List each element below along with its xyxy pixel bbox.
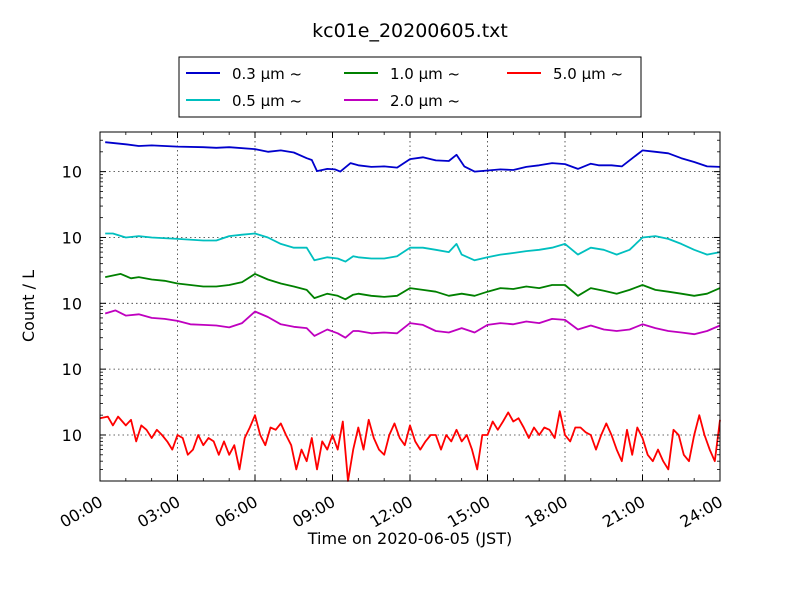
x-tick-label: 09:00: [289, 492, 338, 532]
y-tick-label: 10: [62, 360, 82, 379]
chart-title: kc01e_20200605.txt: [312, 20, 508, 42]
legend: 0.3 μm ~ 0.5 μm ~ 1.0 μm ~ 2.0 μm ~ 5.0 μm ~: [178, 56, 642, 118]
x-tick-label: 03:00: [134, 492, 183, 532]
y-tick-label: 10: [62, 426, 82, 445]
x-axis-label: Time on 2020-06-05 (JST): [307, 529, 512, 548]
x-tick-label: 21:00: [599, 492, 648, 532]
x-tick-label: 06:00: [212, 492, 261, 532]
x-tick-label: 24:00: [677, 492, 726, 532]
y-tick-base: 10: [62, 360, 82, 379]
legend-box: [178, 56, 642, 118]
y-axis-tick-labels: 101102103104105: [62, 163, 82, 445]
x-tick-label: 12:00: [367, 492, 416, 532]
y-axis-label: Count / L: [19, 270, 38, 342]
legend-label: 2.0 μm ~: [390, 92, 460, 110]
axis-ticks: [99, 131, 721, 482]
series-line-2: [105, 232, 721, 263]
y-tick-base: 10: [62, 163, 82, 182]
x-tick-label: 18:00: [522, 492, 571, 532]
legend-label: 5.0 μm ~: [553, 65, 623, 83]
y-tick-label: 10: [62, 228, 82, 247]
legend-label: 0.3 μm ~: [232, 65, 302, 83]
y-tick-label: 10: [62, 294, 82, 313]
series-line-1: [105, 141, 721, 173]
x-tick-label: 15:00: [444, 492, 493, 532]
y-tick-base: 10: [62, 228, 82, 247]
series-line-5: [99, 410, 721, 482]
series-line-3: [105, 273, 721, 301]
legend-label: 0.5 μm ~: [232, 92, 302, 110]
y-tick-base: 10: [62, 294, 82, 313]
x-axis-tick-labels: 00:00 03:00 06:00 09:00 12:00 15:00 18:00 21:00…: [57, 492, 726, 532]
y-tick-label: 10: [62, 163, 82, 182]
x-tick-label: 00:00: [57, 492, 106, 532]
legend-label: 1.0 μm ~: [390, 65, 460, 83]
series-line-4: [104, 309, 721, 339]
series-lines: [99, 141, 721, 482]
y-tick-base: 10: [62, 426, 82, 445]
